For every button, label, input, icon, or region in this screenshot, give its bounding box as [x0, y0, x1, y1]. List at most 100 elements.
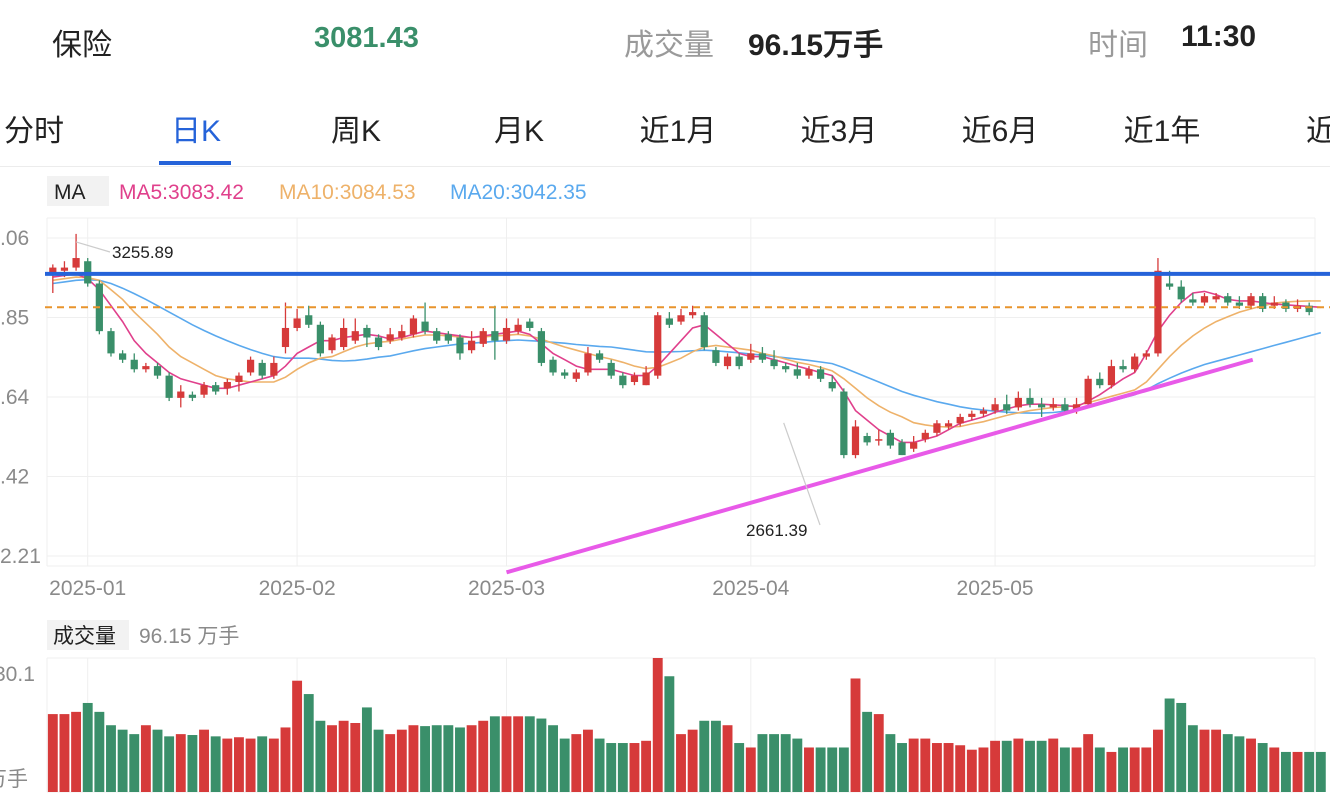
- volume-bar: [280, 727, 291, 792]
- volume-bar: [943, 743, 954, 792]
- volume-bar: [117, 729, 128, 792]
- tab-monthly-k[interactable]: 月K: [493, 115, 545, 148]
- candle-body: [1049, 404, 1057, 408]
- volume-bar: [373, 729, 384, 792]
- candle-body: [1235, 302, 1243, 306]
- date-tick-label: 2025-01: [49, 577, 126, 600]
- tab-daily-k[interactable]: 日K: [170, 115, 222, 148]
- candle-body: [805, 369, 813, 376]
- candle-body: [968, 413, 976, 417]
- candle-body: [770, 359, 778, 367]
- quote-header: 保险 3081.43 成交量 96.15万手 时间 11:30: [0, 0, 1330, 80]
- candle-body: [828, 381, 836, 389]
- volume-bar: [1153, 729, 1163, 792]
- max-leader-line: [75, 241, 111, 253]
- candle-body: [246, 359, 255, 373]
- volume-bar: [559, 738, 570, 792]
- candle-body: [502, 327, 511, 341]
- volume-bar: [722, 725, 733, 792]
- volume-bar: [885, 734, 896, 792]
- candle-body: [851, 426, 860, 456]
- volume-bar: [420, 726, 431, 792]
- price-tick-label: .64: [0, 386, 30, 409]
- candle-body: [316, 324, 324, 354]
- volume-bar: [571, 734, 582, 792]
- candle-body: [1061, 404, 1069, 411]
- candle-body: [188, 394, 197, 398]
- candle-body: [1247, 296, 1255, 306]
- candle-body: [689, 312, 697, 316]
- candle-body: [758, 353, 767, 360]
- volume-bar: [175, 734, 186, 792]
- tab-3-years[interactable]: 近3: [1306, 106, 1330, 150]
- support-trend-line: [505, 357, 1254, 575]
- volume-bar: [1280, 751, 1291, 792]
- volume-value: 96.15万手: [748, 29, 884, 62]
- volume-bar: [1001, 740, 1012, 792]
- candle-body: [1270, 302, 1278, 306]
- candle-body: [1107, 366, 1116, 386]
- volume-bar: [815, 747, 826, 792]
- volume-bar: [455, 727, 465, 792]
- tab-intraday[interactable]: 分时: [4, 115, 64, 148]
- volume-bar: [548, 725, 558, 792]
- volume-bar: [129, 734, 140, 792]
- candle-body: [1038, 404, 1046, 408]
- volume-bar: [327, 725, 337, 792]
- volume-bar: [1199, 729, 1210, 792]
- candle-body: [747, 353, 755, 360]
- volume-bar: [1269, 747, 1280, 792]
- volume-bar: [82, 702, 93, 792]
- tab-weekly-k[interactable]: 周K: [330, 115, 382, 148]
- candle-body: [60, 267, 69, 271]
- volume-bar: [966, 749, 977, 792]
- candle-body: [1003, 404, 1011, 411]
- candle-body: [1154, 270, 1162, 354]
- date-tick-label: 2025-02: [259, 577, 336, 600]
- candle-body: [467, 340, 476, 351]
- volume-bar: [1164, 698, 1175, 792]
- price-tick-label: .06: [0, 227, 29, 250]
- volume-bar: [234, 737, 244, 792]
- candle-body: [1014, 397, 1022, 408]
- volume-bars: [47, 658, 1326, 792]
- volume-axis: 30.1 万手: [0, 663, 35, 791]
- volume-bar: [792, 738, 803, 792]
- candle-body: [398, 331, 406, 338]
- candle-body: [1305, 305, 1313, 313]
- candle-body: [979, 410, 988, 414]
- volume-bar: [850, 678, 861, 792]
- candle-body: [142, 366, 150, 370]
- volume-bar: [641, 740, 652, 792]
- volume-bar: [990, 740, 1001, 792]
- volume-bar: [734, 743, 745, 792]
- date-tick-label: 2025-05: [957, 577, 1034, 600]
- volume-bar: [1059, 747, 1070, 792]
- candle-body: [351, 331, 359, 341]
- volume-bar: [47, 714, 58, 792]
- volume-legend-box: [47, 620, 129, 650]
- volume-bar: [1292, 751, 1303, 792]
- volume-bar: [1025, 740, 1035, 792]
- moving-average-lines: [52, 273, 1322, 444]
- tab-6-months[interactable]: 近6月: [961, 115, 1039, 148]
- volume-bar: [257, 736, 268, 792]
- candle-body: [130, 359, 138, 370]
- tab-1-month[interactable]: 近1月: [639, 115, 717, 148]
- volume-bar: [1222, 734, 1233, 792]
- price-tick-label: .42: [0, 466, 29, 489]
- volume-bar: [1118, 747, 1128, 792]
- volume-bar: [1013, 738, 1024, 792]
- tab-3-months[interactable]: 近3月: [800, 115, 878, 148]
- volume-bar: [1246, 738, 1256, 792]
- candle-body: [956, 416, 964, 424]
- volume-bar: [292, 680, 303, 792]
- tab-1-year[interactable]: 近1年: [1123, 115, 1201, 148]
- volume-bar: [140, 725, 151, 792]
- index-price: 3081.43: [314, 22, 419, 54]
- candle-body: [1084, 378, 1092, 405]
- volume-bar: [94, 711, 105, 792]
- price-grid: [46, 217, 1316, 567]
- ma20-legend: MA20:3042.35: [450, 181, 587, 204]
